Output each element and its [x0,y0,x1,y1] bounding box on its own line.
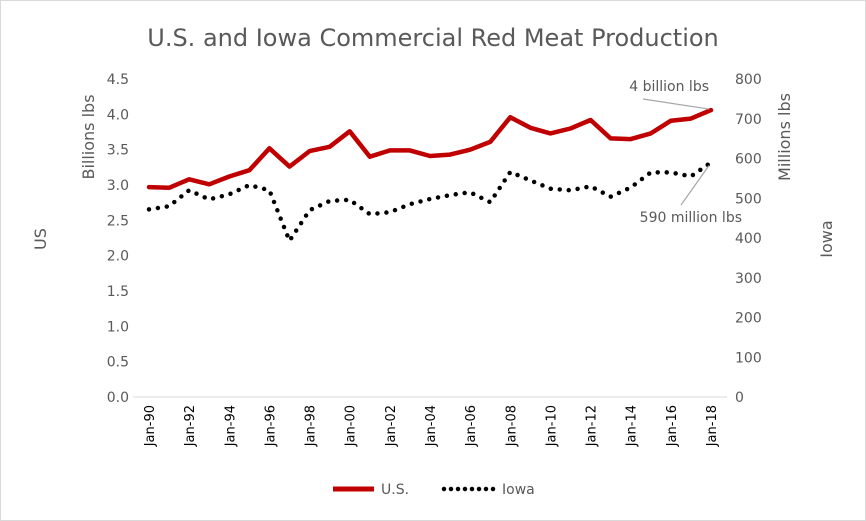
left-tick-label: 4.0 [107,107,129,123]
left-tick-label: 2.5 [107,213,129,229]
legend-label-iowa: Iowa [502,482,535,498]
annotation-leader-us [642,98,710,110]
left-tick-label: 1.0 [107,319,129,335]
right-tick-label: 500 [735,191,762,207]
x-tick-label: Jan-06 [464,405,479,447]
left-tick-label: 2.0 [107,249,129,265]
right-tick-label: 0 [735,390,744,406]
legend: U.S. Iowa [333,482,535,498]
annotation-us: 4 billion lbs [629,79,709,95]
annotation-iowa: 590 million lbs [640,210,742,226]
left-tick-label: 4.5 [107,72,129,88]
annotation-leader-iowa [680,165,710,206]
left-tick-label: 0.0 [107,390,129,406]
right-tick-label: 400 [735,231,762,247]
x-tick-label: Jan-18 [705,405,720,447]
x-tick-label: Jan-94 [223,405,238,447]
x-tick-label: Jan-00 [344,405,359,447]
left-side-label: US [31,228,50,250]
chart-title: U.S. and Iowa Commercial Red Meat Produc… [147,24,719,52]
x-tick-label: Jan-04 [424,405,439,447]
left-axis-title: Billions lbs [79,94,98,179]
left-tick-label: 3.5 [107,143,129,159]
x-tick-label: Jan-16 [665,405,680,447]
x-tick-label: Jan-10 [544,405,559,447]
x-tick-label: Jan-96 [263,405,278,447]
right-tick-label: 600 [735,152,762,168]
x-tick-label: Jan-12 [585,405,600,447]
left-tick-label: 3.0 [107,178,129,194]
x-tick-label: Jan-14 [625,405,640,447]
series-line-us [146,107,714,191]
right-tick-label: 200 [735,311,762,327]
left-tick-label: 1.5 [107,284,129,300]
right-axis-title: Millions lbs [775,93,794,181]
x-tick-label: Jan-98 [304,405,319,447]
right-side-label: Iowa [817,220,836,257]
legend-label-us: U.S. [381,482,409,498]
right-tick-label: 800 [735,72,762,88]
plot-area: 0.0 0.5 1.0 1.5 2.0 2.5 3.0 3.5 4.0 4.5 0 100 200 300… [107,72,762,447]
x-tick-label: Jan-08 [504,405,519,447]
x-tick-label: Jan-92 [183,405,198,447]
right-tick-label: 100 [735,350,762,366]
x-tick-label: Jan-90 [143,405,158,447]
x-tick-label: Jan-02 [384,405,399,447]
right-tick-label: 700 [735,112,762,128]
series-line-iowa [146,160,714,244]
right-tick-label: 300 [735,271,762,287]
left-tick-label: 0.5 [107,355,129,371]
